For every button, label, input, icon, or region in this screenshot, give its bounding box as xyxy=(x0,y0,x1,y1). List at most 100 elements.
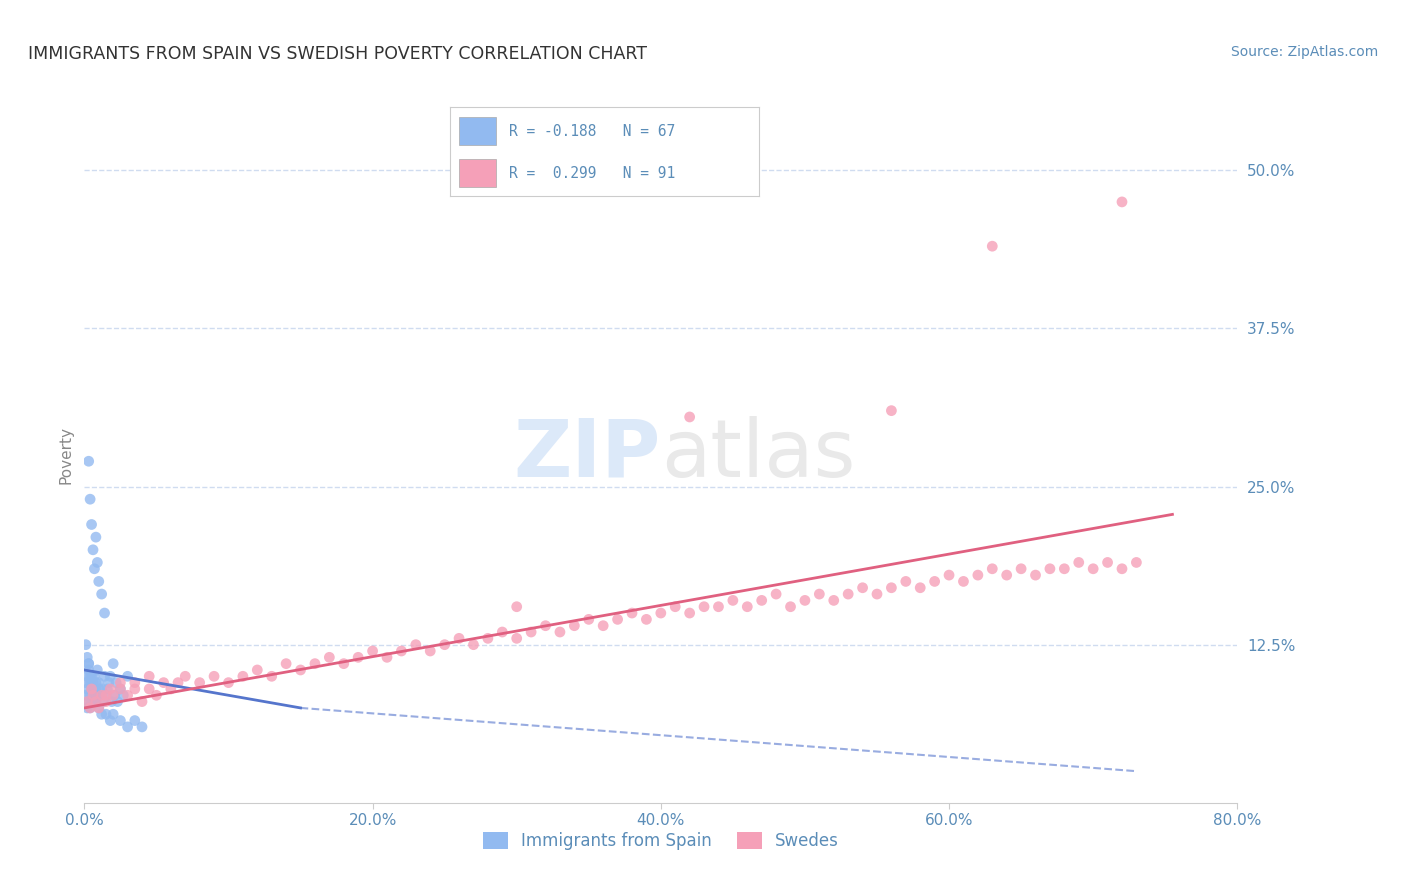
Point xyxy=(333,657,356,671)
Point xyxy=(94,707,117,722)
Point xyxy=(77,657,100,671)
Point xyxy=(823,593,845,607)
Point xyxy=(103,707,124,722)
Point xyxy=(110,681,132,696)
Point xyxy=(117,669,139,683)
Point xyxy=(80,517,103,532)
Point xyxy=(1010,562,1032,576)
Point xyxy=(86,663,108,677)
Point xyxy=(79,688,101,702)
Point xyxy=(77,454,100,468)
Point xyxy=(794,593,817,607)
Point xyxy=(592,618,614,632)
Point xyxy=(232,669,254,683)
Point xyxy=(104,688,127,702)
Point xyxy=(1111,562,1133,576)
Point xyxy=(82,681,104,696)
Point xyxy=(679,606,702,620)
Point xyxy=(1039,562,1062,576)
Point xyxy=(110,714,132,728)
Point xyxy=(96,681,118,696)
Point xyxy=(202,669,225,683)
Point xyxy=(693,599,716,614)
Point xyxy=(995,568,1018,582)
Point xyxy=(117,720,139,734)
Point xyxy=(105,675,128,690)
Point xyxy=(837,587,859,601)
Point xyxy=(880,403,903,417)
Point xyxy=(866,587,889,601)
Point xyxy=(621,606,644,620)
Y-axis label: Poverty: Poverty xyxy=(58,425,73,484)
Point xyxy=(80,675,103,690)
Point xyxy=(124,681,146,696)
Point xyxy=(76,669,98,683)
Point xyxy=(83,562,105,576)
Point xyxy=(112,688,135,702)
Point xyxy=(174,669,197,683)
Point xyxy=(103,657,124,671)
Point xyxy=(91,695,114,709)
Point xyxy=(477,632,499,646)
Point xyxy=(636,612,658,626)
Point xyxy=(98,714,121,728)
Point xyxy=(375,650,398,665)
Point xyxy=(82,542,104,557)
Point xyxy=(80,695,103,709)
Point xyxy=(80,681,103,696)
Point xyxy=(82,688,104,702)
Point xyxy=(75,675,97,690)
Point xyxy=(606,612,628,626)
Point xyxy=(94,688,117,702)
Legend: Immigrants from Spain, Swedes: Immigrants from Spain, Swedes xyxy=(477,826,845,857)
Point xyxy=(79,675,101,690)
Point xyxy=(391,644,413,658)
Point xyxy=(1125,556,1147,570)
Point xyxy=(218,675,240,690)
Point xyxy=(138,681,160,696)
Point xyxy=(952,574,974,589)
Point xyxy=(910,581,932,595)
Point xyxy=(167,675,190,690)
Point xyxy=(83,688,105,702)
Point xyxy=(90,587,112,601)
Point xyxy=(145,688,167,702)
Point xyxy=(737,599,759,614)
Point xyxy=(86,556,108,570)
Point xyxy=(80,681,103,696)
Point xyxy=(160,681,183,696)
Point xyxy=(75,638,97,652)
Point xyxy=(117,688,139,702)
Point xyxy=(84,681,107,696)
Text: IMMIGRANTS FROM SPAIN VS SWEDISH POVERTY CORRELATION CHART: IMMIGRANTS FROM SPAIN VS SWEDISH POVERTY… xyxy=(28,45,647,62)
Point xyxy=(852,581,875,595)
Point xyxy=(87,574,110,589)
Point xyxy=(76,701,98,715)
Point xyxy=(449,632,471,646)
Point xyxy=(110,675,132,690)
Point xyxy=(94,688,117,702)
Point xyxy=(433,638,456,652)
Bar xyxy=(460,117,496,145)
Point xyxy=(765,587,787,601)
Point xyxy=(894,574,917,589)
Point xyxy=(82,688,104,702)
Point xyxy=(520,625,543,640)
Point xyxy=(808,587,831,601)
Point xyxy=(318,650,340,665)
Point xyxy=(981,239,1004,253)
Text: Source: ZipAtlas.com: Source: ZipAtlas.com xyxy=(1230,45,1378,59)
Point xyxy=(76,695,98,709)
Point xyxy=(84,530,107,544)
Point xyxy=(86,688,108,702)
Point xyxy=(98,669,121,683)
Point xyxy=(89,688,111,702)
Point xyxy=(124,675,146,690)
Point xyxy=(77,695,100,709)
Point xyxy=(880,581,903,595)
Point xyxy=(721,593,744,607)
Point xyxy=(94,695,117,709)
Point xyxy=(405,638,427,652)
Point xyxy=(347,650,370,665)
Point xyxy=(79,701,101,715)
